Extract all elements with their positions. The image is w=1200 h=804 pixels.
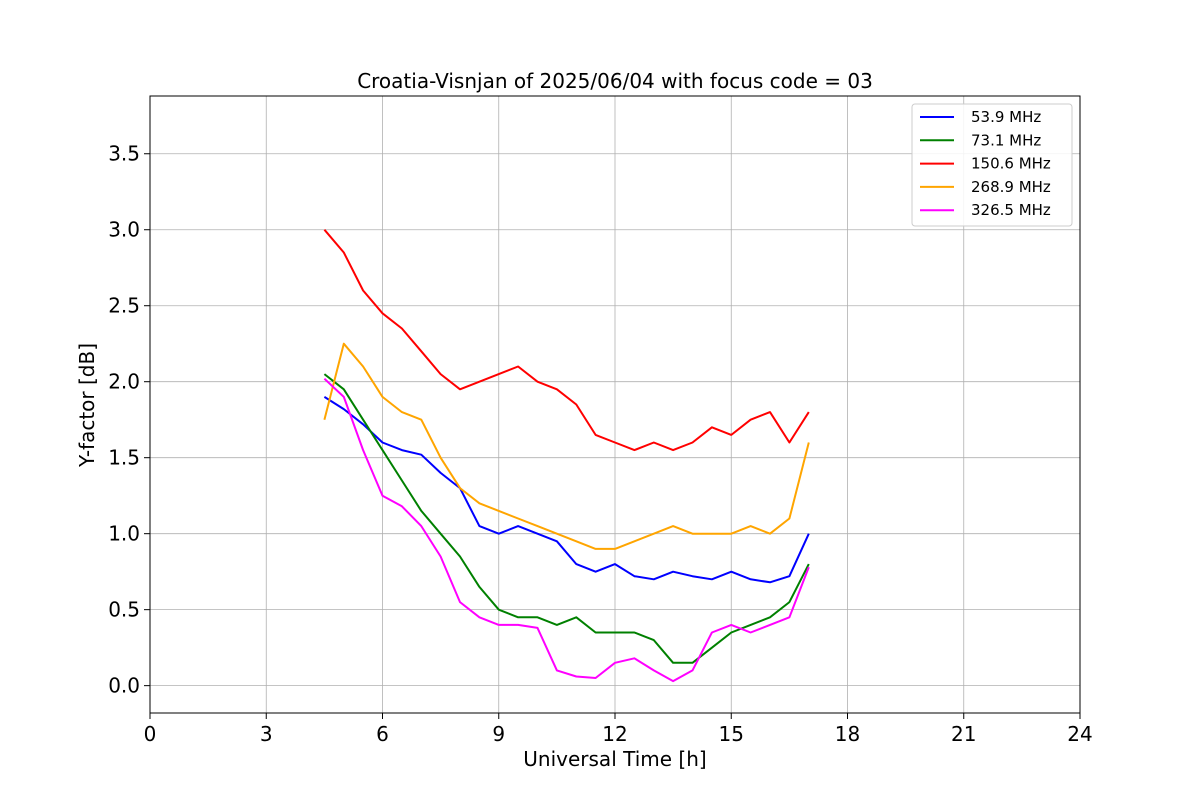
x-tick-label: 12: [602, 722, 627, 746]
legend-box: [911, 103, 1073, 227]
chart-title: Croatia-Visnjan of 2025/06/04 with focus…: [357, 69, 873, 93]
x-tick-label: 9: [492, 722, 505, 746]
y-tick-label: 0.5: [108, 598, 140, 622]
x-axis-label: Universal Time [h]: [523, 747, 706, 771]
y-tick-label: 1.5: [108, 446, 140, 470]
legend-label: 326.5 MHz: [971, 201, 1051, 219]
y-tick-label: 1.0: [108, 522, 140, 546]
legend-label: 53.9 MHz: [971, 108, 1041, 126]
legend-label: 150.6 MHz: [971, 155, 1051, 173]
series-line-53-9-mhz: [323, 396, 810, 584]
x-tick-label: 0: [144, 722, 157, 746]
series-line-150-6-mhz: [323, 229, 810, 452]
grid-lines: [149, 96, 1081, 713]
y-tick-label: 3.0: [108, 218, 140, 242]
y-tick-label: 3.5: [108, 142, 140, 166]
x-tick-label: 21: [951, 722, 976, 746]
series-lines: [323, 229, 810, 683]
x-tick-label: 3: [260, 722, 273, 746]
y-tick-label: 2.0: [108, 370, 140, 394]
x-tick-label: 24: [1067, 722, 1092, 746]
series-line-268-9-mhz: [323, 342, 810, 550]
legend: 53.9 MHz 73.1 MHz 150.6 MHz 268.9 MHz 326.5…: [911, 103, 1073, 227]
x-tick-label: 15: [719, 722, 744, 746]
axis-ticks: 0 3 6 9 12 15 18 21 24 0.0 0.5 1.0 1.5 2.0 2.5 3.0 3.5: [108, 142, 1093, 746]
y-tick-label: 2.5: [108, 294, 140, 318]
series-line-326-5-mhz: [323, 377, 810, 683]
legend-label: 73.1 MHz: [971, 131, 1041, 149]
series-line-73-1-mhz: [323, 373, 810, 664]
x-tick-label: 6: [376, 722, 389, 746]
legend-label: 268.9 MHz: [971, 178, 1051, 196]
y-axis-label: Y-factor [dB]: [75, 343, 99, 468]
x-tick-label: 18: [835, 722, 860, 746]
y-tick-label: 0.0: [108, 674, 140, 698]
